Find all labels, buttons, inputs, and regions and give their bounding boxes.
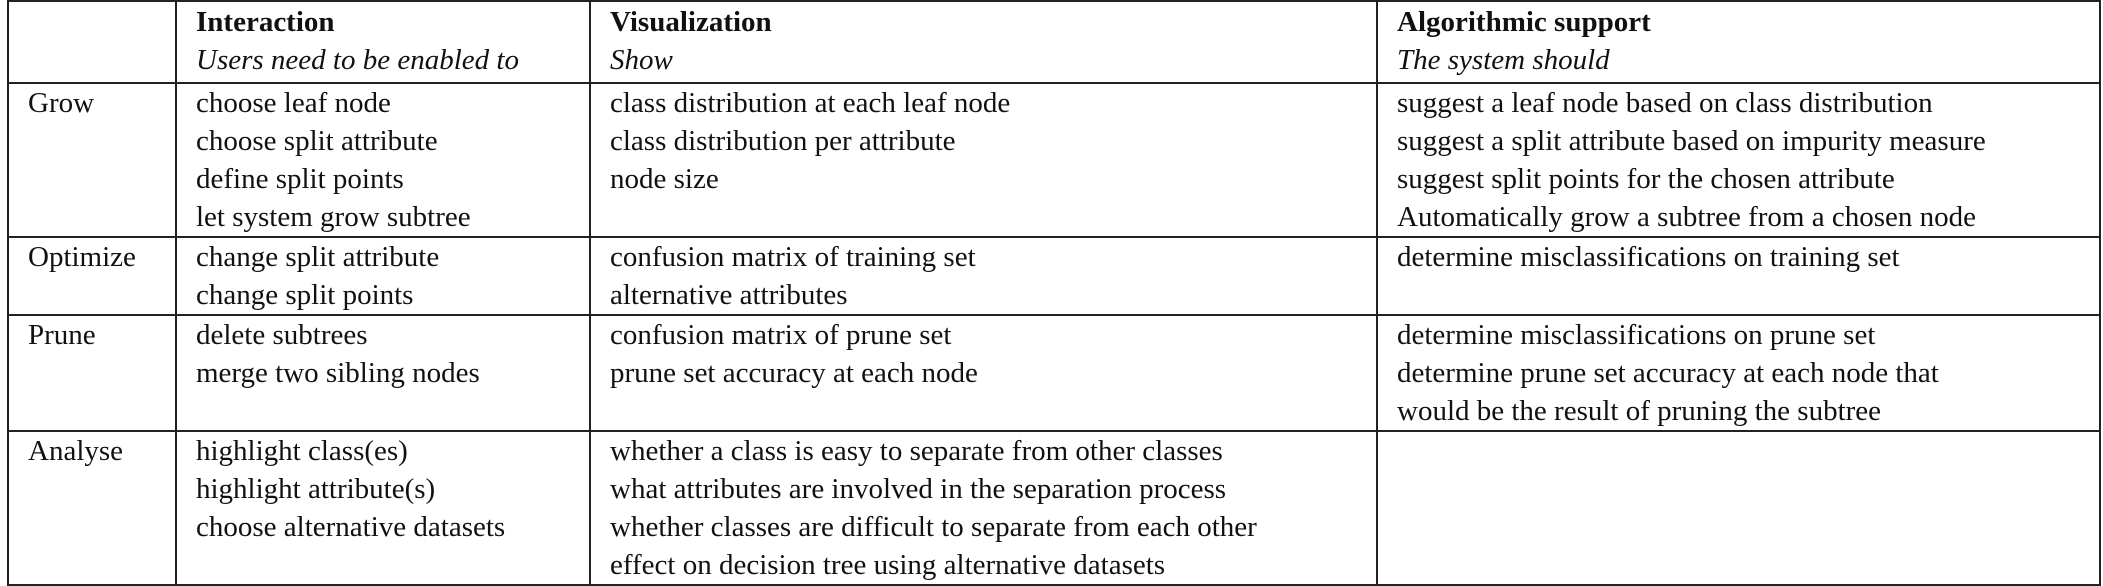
- header-interaction-subtitle: Users need to be enabled to: [196, 44, 519, 76]
- algorithmic-item: suggest a leaf node based on class distr…: [1397, 87, 1933, 119]
- stage-cell: Optimize: [7, 236, 177, 316]
- algorithmic-item: would be the result of pruning the subtr…: [1397, 395, 1882, 427]
- algorithmic-cell: determine misclassifications on training…: [1376, 236, 2101, 316]
- stage-label: Prune: [28, 319, 96, 351]
- interaction-item: highlight attribute(s): [196, 473, 436, 505]
- stage-label: Analyse: [28, 435, 124, 467]
- visualization-item: alternative attributes: [610, 279, 848, 311]
- table-row-grow: Grow choose leaf node choose split attri…: [7, 82, 2101, 238]
- visualization-item: what attributes are involved in the sepa…: [610, 473, 1227, 505]
- header-visualization-subtitle: Show: [610, 44, 673, 76]
- interaction-item: choose leaf node: [196, 87, 391, 119]
- algorithmic-cell: [1376, 430, 2101, 586]
- requirements-table-container: Interaction Users need to be enabled to …: [7, 0, 2101, 586]
- interaction-item: change split attribute: [196, 241, 440, 273]
- interaction-cell: delete subtrees merge two sibling nodes: [175, 314, 591, 432]
- visualization-item: class distribution per attribute: [610, 125, 956, 157]
- header-algorithmic-cell: Algorithmic support The system should: [1376, 0, 2101, 84]
- interaction-item: change split points: [196, 279, 414, 311]
- stage-label: Optimize: [28, 241, 136, 273]
- stage-cell: Grow: [7, 82, 177, 238]
- stage-cell: Analyse: [7, 430, 177, 586]
- algorithmic-item: suggest a split attribute based on impur…: [1397, 125, 1986, 157]
- visualization-item: confusion matrix of training set: [610, 241, 976, 273]
- interaction-cell: change split attribute change split poin…: [175, 236, 591, 316]
- interaction-item: define split points: [196, 163, 404, 195]
- header-visualization-title: Visualization: [610, 6, 772, 38]
- requirements-table: Interaction Users need to be enabled to …: [7, 0, 2101, 586]
- header-algorithmic-subtitle: The system should: [1397, 44, 1610, 76]
- visualization-cell: confusion matrix of prune set prune set …: [589, 314, 1378, 432]
- algorithmic-cell: determine misclassifications on prune se…: [1376, 314, 2101, 432]
- algorithmic-item: determine prune set accuracy at each nod…: [1397, 357, 1939, 389]
- header-algorithmic-title: Algorithmic support: [1397, 6, 1651, 38]
- header-visualization-cell: Visualization Show: [589, 0, 1378, 84]
- visualization-item: node size: [610, 163, 719, 195]
- visualization-item: prune set accuracy at each node: [610, 357, 978, 389]
- interaction-cell: choose leaf node choose split attribute …: [175, 82, 591, 238]
- visualization-item: effect on decision tree using alternativ…: [610, 549, 1166, 581]
- header-interaction-cell: Interaction Users need to be enabled to: [175, 0, 591, 84]
- algorithmic-item: Automatically grow a subtree from a chos…: [1397, 201, 1977, 233]
- header-stage-cell: [7, 0, 177, 84]
- visualization-cell: confusion matrix of training set alterna…: [589, 236, 1378, 316]
- table-row-analyse: Analyse highlight class(es) highlight at…: [7, 430, 2101, 586]
- table-header-row: Interaction Users need to be enabled to …: [7, 0, 2101, 84]
- algorithmic-item: determine misclassifications on training…: [1397, 241, 1900, 273]
- stage-cell: Prune: [7, 314, 177, 432]
- visualization-item: whether a class is easy to separate from…: [610, 435, 1223, 467]
- interaction-item: merge two sibling nodes: [196, 357, 480, 389]
- algorithmic-item: determine misclassifications on prune se…: [1397, 319, 1876, 351]
- interaction-cell: highlight class(es) highlight attribute(…: [175, 430, 591, 586]
- interaction-item: delete subtrees: [196, 319, 368, 351]
- visualization-cell: whether a class is easy to separate from…: [589, 430, 1378, 586]
- visualization-cell: class distribution at each leaf node cla…: [589, 82, 1378, 238]
- interaction-item: let system grow subtree: [196, 201, 471, 233]
- algorithmic-cell: suggest a leaf node based on class distr…: [1376, 82, 2101, 238]
- interaction-item: choose alternative datasets: [196, 511, 506, 543]
- interaction-item: highlight class(es): [196, 435, 408, 467]
- interaction-item: choose split attribute: [196, 125, 438, 157]
- table-row-prune: Prune delete subtrees merge two sibling …: [7, 314, 2101, 432]
- table-row-optimize: Optimize change split attribute change s…: [7, 236, 2101, 316]
- stage-label: Grow: [28, 87, 95, 119]
- visualization-item: class distribution at each leaf node: [610, 87, 1011, 119]
- header-interaction-title: Interaction: [196, 6, 335, 38]
- visualization-item: confusion matrix of prune set: [610, 319, 952, 351]
- visualization-item: whether classes are difficult to separat…: [610, 511, 1257, 543]
- algorithmic-item: suggest split points for the chosen attr…: [1397, 163, 1895, 195]
